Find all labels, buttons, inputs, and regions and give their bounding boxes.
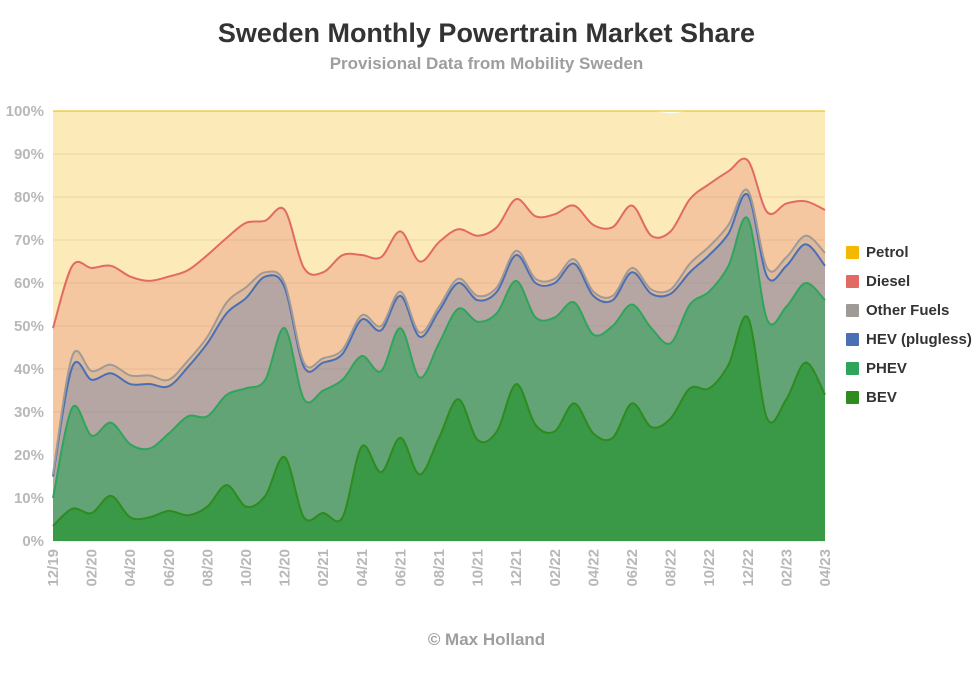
legend-swatch [846, 362, 859, 375]
area-fill-bev [53, 316, 825, 541]
x-tick-label: 08/20 [199, 549, 216, 587]
legend-label: Petrol [866, 244, 909, 261]
y-tick-label: 50% [14, 318, 44, 335]
x-tick-label: 12/19 [45, 549, 62, 587]
x-tick-label: 04/22 [585, 549, 602, 587]
legend-swatch [846, 304, 859, 317]
line-phev [52, 216, 826, 499]
x-tick-label: 06/22 [624, 549, 641, 587]
area-fill-phev [53, 217, 825, 541]
legend-label: Diesel [866, 273, 911, 290]
y-tick-label: 100% [6, 103, 44, 120]
x-tick-label: 04/20 [122, 549, 139, 587]
line-diesel [52, 157, 826, 329]
y-tick-label: 10% [14, 490, 44, 507]
x-tick-label: 12/21 [508, 549, 525, 587]
legend-label: Other Fuels [866, 302, 950, 319]
legend-swatch [846, 333, 859, 346]
x-tick-label: 02/21 [315, 549, 332, 587]
line-other-fuels [52, 188, 826, 475]
legend-label: PHEV [866, 360, 907, 377]
legend-label: HEV (plugless) [866, 331, 972, 348]
x-tick-label: 08/22 [663, 549, 680, 587]
y-tick-label: 60% [14, 275, 44, 292]
x-tick-label: 06/20 [161, 549, 178, 587]
x-tick-label: 06/21 [392, 549, 409, 587]
legend-item-other-fuels: Other Fuels [846, 296, 972, 325]
x-tick-label: 10/20 [238, 549, 255, 587]
x-tick-label: 02/22 [547, 549, 564, 587]
y-axis: 0% 10% 20% 30% 40% 50% 60% 70% 80% 90% 100% [6, 103, 44, 550]
legend-item-hev-plugless: HEV (plugless) [846, 325, 972, 354]
legend-item-bev: BEV [846, 383, 972, 412]
legend-item-diesel: Diesel [846, 267, 972, 296]
legend-item-phev: PHEV [846, 354, 972, 383]
chart-subtitle: Provisional Data from Mobility Sweden [329, 54, 644, 73]
chart-title: Sweden Monthly Powertrain Market Share [217, 18, 756, 48]
y-tick-label: 80% [14, 189, 44, 206]
line-bev [52, 315, 826, 527]
y-tick-label: 90% [14, 146, 44, 163]
y-tick-label: 20% [14, 447, 44, 464]
line-hev-plugless [52, 193, 826, 477]
x-tick-label: 02/23 [778, 549, 795, 587]
y-tick-label: 70% [14, 232, 44, 249]
legend-swatch [846, 246, 859, 259]
y-tick-label: 40% [14, 361, 44, 378]
stacked-areas [52, 110, 826, 542]
x-tick-label: 04/23 [817, 549, 834, 587]
x-tick-label: 08/21 [431, 549, 448, 587]
x-tick-label: 10/22 [701, 549, 718, 587]
legend: Petrol Diesel Other Fuels HEV (plugless) PHE… [846, 238, 972, 412]
chart-credit: © Max Holland [427, 630, 546, 649]
x-tick-label: 10/21 [470, 549, 487, 587]
legend-swatch [846, 391, 859, 404]
x-tick-label: 12/20 [277, 549, 294, 587]
x-tick-label: 12/22 [740, 549, 757, 587]
x-tick-label: 02/20 [84, 549, 101, 587]
legend-label: BEV [866, 389, 897, 406]
x-tick-label: 04/21 [354, 549, 371, 587]
y-tick-label: 30% [14, 404, 44, 421]
y-tick-label: 0% [22, 533, 44, 550]
legend-swatch [846, 275, 859, 288]
legend-item-petrol: Petrol [846, 238, 972, 267]
x-axis: 12/19 02/20 04/20 06/20 08/20 10/20 12/20 02/21… [45, 549, 834, 587]
